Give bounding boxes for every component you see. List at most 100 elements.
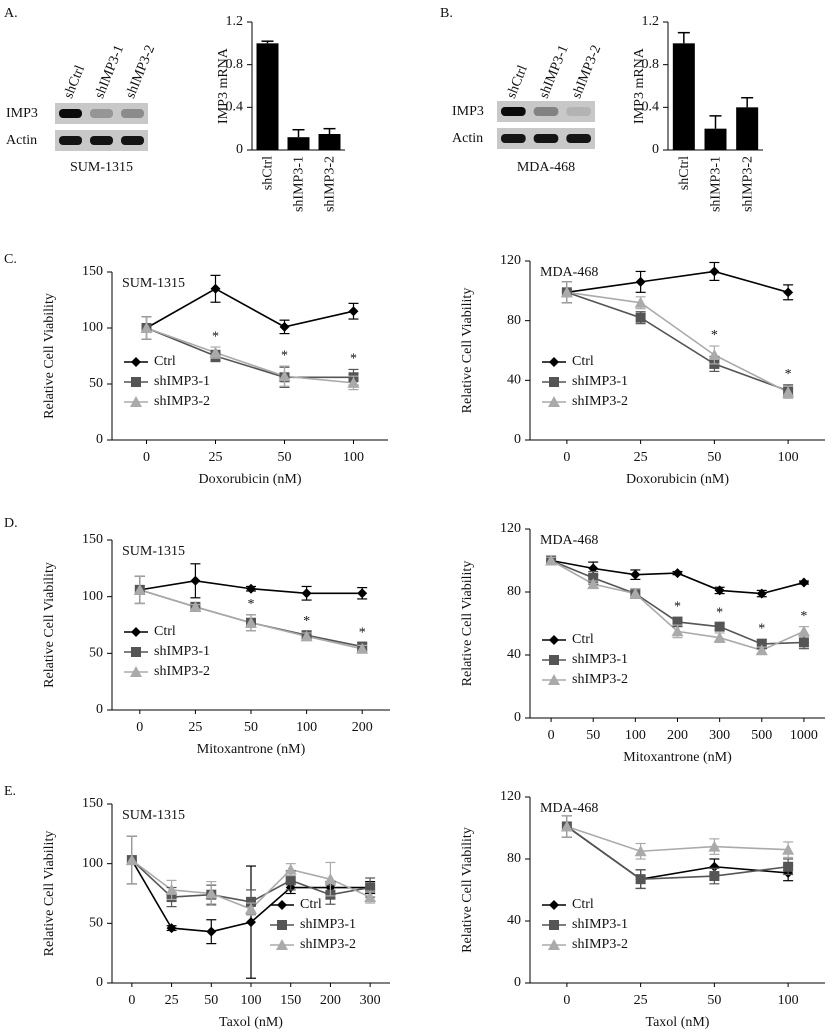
point bbox=[285, 875, 296, 886]
x-tick-label: 50 bbox=[278, 450, 292, 465]
significance-mark: * bbox=[350, 352, 357, 367]
point bbox=[714, 621, 725, 632]
point bbox=[635, 276, 646, 287]
x-axis-label: Doxorubicin (nM) bbox=[626, 472, 729, 487]
point bbox=[364, 891, 377, 903]
y-axis-label: IMP3 mRNA bbox=[216, 47, 231, 124]
bar bbox=[318, 134, 341, 150]
x-axis-label: Taxol (nM) bbox=[646, 1015, 710, 1030]
x-tick-label: 200 bbox=[320, 993, 341, 1008]
x-tick-label: shCtrl bbox=[677, 156, 692, 190]
lane-label: shCtrl bbox=[504, 63, 531, 100]
point bbox=[672, 616, 683, 627]
x-tick-label: 1000 bbox=[790, 728, 818, 743]
legend-label: shIMP3-2 bbox=[154, 394, 210, 409]
y-tick-label: 100 bbox=[82, 856, 103, 871]
y-tick-label: 80 bbox=[507, 851, 521, 866]
x-tick-label: 300 bbox=[709, 728, 730, 743]
point bbox=[165, 883, 178, 895]
point bbox=[548, 396, 560, 407]
series-line bbox=[566, 291, 789, 393]
x-tick-label: shIMP3-2 bbox=[740, 156, 755, 212]
point bbox=[635, 312, 646, 323]
x-tick-label: 0 bbox=[136, 720, 143, 735]
series-line bbox=[566, 825, 789, 853]
point bbox=[245, 903, 257, 915]
legend-label: Ctrl bbox=[300, 897, 322, 912]
legend-label: shIMP3-1 bbox=[300, 917, 356, 932]
point bbox=[131, 357, 141, 367]
legend-label: shIMP3-2 bbox=[572, 937, 628, 952]
cell-line-label: MDA-468 bbox=[517, 160, 575, 175]
point bbox=[277, 900, 287, 910]
point bbox=[246, 917, 256, 928]
point bbox=[709, 861, 720, 872]
y-tick-label: 0.8 bbox=[642, 57, 660, 72]
point bbox=[130, 666, 142, 677]
blot-band bbox=[566, 134, 591, 143]
panel-letter: C. bbox=[4, 252, 17, 267]
blot-band bbox=[501, 134, 526, 143]
row-label: IMP3 bbox=[452, 104, 484, 119]
blot-strip bbox=[55, 103, 148, 124]
y-axis-label: IMP3 mRNA bbox=[632, 47, 647, 124]
point bbox=[356, 642, 369, 654]
significance-mark: * bbox=[212, 329, 219, 344]
point bbox=[630, 569, 641, 580]
point bbox=[798, 577, 809, 588]
x-tick-label: 25 bbox=[188, 720, 202, 735]
panel-letter: A. bbox=[4, 6, 18, 21]
significance-mark: * bbox=[248, 597, 255, 612]
x-tick-label: 100 bbox=[778, 450, 799, 465]
legend-label: shIMP3-2 bbox=[300, 937, 356, 952]
point bbox=[756, 588, 767, 599]
y-tick-label: 40 bbox=[507, 373, 521, 388]
y-axis-label: Relative Cell Viability bbox=[460, 288, 475, 414]
bar bbox=[704, 128, 727, 150]
point bbox=[755, 644, 768, 656]
x-tick-label: 50 bbox=[707, 450, 721, 465]
x-tick-label: shCtrl bbox=[261, 156, 276, 190]
lane-label: shIMP3-2 bbox=[123, 43, 158, 101]
blot-band bbox=[59, 109, 82, 118]
row-label: IMP3 bbox=[6, 106, 38, 121]
x-tick-label: 100 bbox=[296, 720, 317, 735]
legend-label: shIMP3-2 bbox=[572, 394, 628, 409]
point bbox=[783, 861, 794, 872]
x-tick-label: 0 bbox=[548, 728, 555, 743]
point bbox=[708, 840, 721, 852]
point bbox=[276, 939, 288, 950]
x-tick-label: 150 bbox=[280, 993, 301, 1008]
x-tick-label: 25 bbox=[165, 993, 179, 1008]
legend-label: shIMP3-1 bbox=[572, 374, 628, 389]
point bbox=[782, 843, 795, 855]
significance-mark: * bbox=[303, 614, 310, 629]
point bbox=[714, 585, 725, 596]
point bbox=[672, 568, 683, 579]
legend-label: Ctrl bbox=[572, 354, 594, 369]
point bbox=[277, 920, 287, 930]
significance-mark: * bbox=[716, 606, 723, 621]
point bbox=[210, 283, 221, 294]
x-tick-label: 500 bbox=[751, 728, 772, 743]
chart-annotation: SUM-1315 bbox=[122, 544, 185, 559]
point bbox=[166, 923, 177, 934]
point bbox=[783, 287, 794, 298]
point bbox=[635, 874, 646, 885]
point bbox=[708, 348, 721, 360]
point bbox=[301, 588, 312, 599]
significance-mark: * bbox=[800, 609, 807, 624]
x-tick-label: 100 bbox=[778, 993, 799, 1008]
x-axis-label: Taxol (nM) bbox=[219, 1015, 283, 1030]
y-tick-label: 0 bbox=[236, 142, 243, 157]
bar bbox=[256, 43, 279, 151]
point bbox=[709, 871, 720, 882]
point bbox=[245, 616, 257, 628]
blot-band bbox=[533, 107, 559, 116]
y-tick-label: 80 bbox=[507, 584, 521, 599]
point bbox=[756, 638, 767, 649]
point bbox=[549, 920, 559, 930]
x-tick-label: 200 bbox=[352, 720, 373, 735]
x-tick-label: 25 bbox=[634, 993, 648, 1008]
